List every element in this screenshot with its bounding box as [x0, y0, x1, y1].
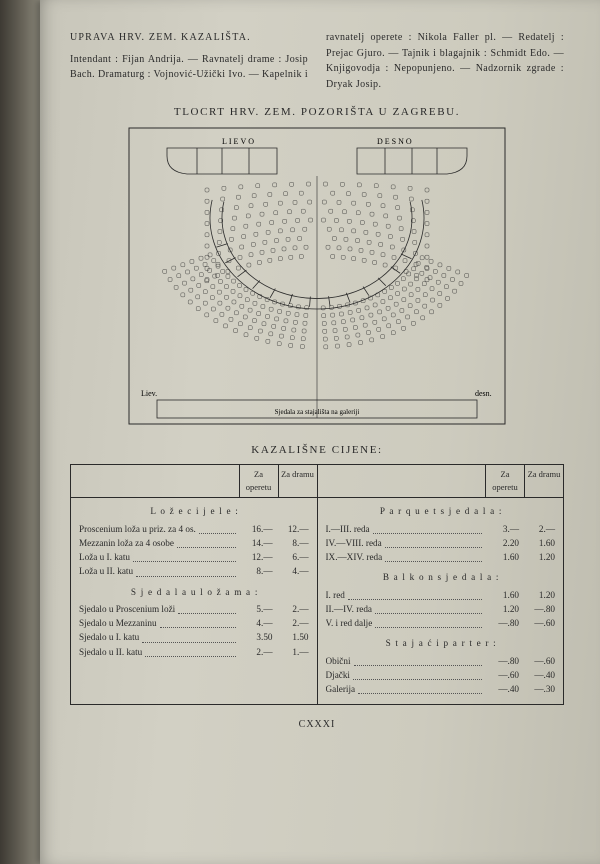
price-row: Sjedalo u II. katu2.—1.— [79, 645, 311, 659]
price-row: I. red1.601.20 [326, 588, 558, 602]
price-subhead: S j e d a l a u l o ž a m a : [79, 585, 311, 599]
price-row: Obični—.80—.60 [326, 654, 558, 668]
price-table: Za operetu Za dramu L o ž e c i j e l e … [70, 464, 564, 705]
price-row: Djački—.60—.40 [326, 668, 558, 682]
price-subhead: S t a j a ć i p a r t e r : [326, 636, 558, 650]
price-header: Za operetu Za dramu [318, 465, 564, 498]
svg-text:desn.: desn. [475, 389, 492, 398]
price-col-right: Za operetu Za dramu P a r q u e t s j e … [317, 465, 564, 704]
management-title: UPRAVA HRV. ZEM. KAZALIŠTA. [70, 30, 308, 46]
price-row: IV.—VIII. reda2.201.60 [326, 536, 558, 550]
price-row: Proscenium loža u priz. za 4 os.16.—12.— [79, 522, 311, 536]
management-block: UPRAVA HRV. ZEM. KAZALIŠTA. Intendant : … [70, 30, 564, 92]
prices-title: KAZALIŠNE CIJENE: [70, 444, 564, 456]
price-subhead: B a l k o n s j e d a l a : [326, 570, 558, 584]
price-row: Mezzanin loža za 4 osobe14.—8.— [79, 536, 311, 550]
price-row: Loža u II. katu8.—4.— [79, 564, 311, 578]
price-row: Sjedalo u Mezzaninu4.—2.— [79, 616, 311, 630]
price-subhead: P a r q u e t s j e d a l a : [326, 504, 558, 518]
price-row: Loža u I. katu12.—6.— [79, 550, 311, 564]
price-row: IX.—XIV. reda1.601.20 [326, 550, 558, 564]
svg-text:Liev.: Liev. [141, 389, 157, 398]
svg-text:DESNO: DESNO [377, 137, 414, 146]
price-col-left: Za operetu Za dramu L o ž e c i j e l e … [71, 465, 317, 704]
price-row: II.—IV. reda1.20—.80 [326, 602, 558, 616]
price-row: Sjedalo u I. katu3.501.50 [79, 630, 311, 644]
price-subhead: L o ž e c i j e l e : [79, 504, 311, 518]
price-row: I.—III. reda3.—2.— [326, 522, 558, 536]
price-header: Za operetu Za dramu [71, 465, 317, 498]
svg-text:LIEVO: LIEVO [222, 137, 256, 146]
page-number: CXXXI [70, 719, 564, 730]
price-row: V. i red dalje—.80—.60 [326, 616, 558, 630]
price-row: Galerija—.40—.30 [326, 682, 558, 696]
price-row: Sjedalo u Proscenium loži5.—2.— [79, 602, 311, 616]
svg-text:Sjedala za stajališta na galer: Sjedala za stajališta na galeriji [275, 408, 360, 416]
floorplan-title: TLOCRT HRV. ZEM. POZORIŠTA U ZAGREBU. [70, 106, 564, 118]
theater-floorplan: LIEVO DESNO Liev. desn. Sjedala za staja… [127, 126, 507, 426]
